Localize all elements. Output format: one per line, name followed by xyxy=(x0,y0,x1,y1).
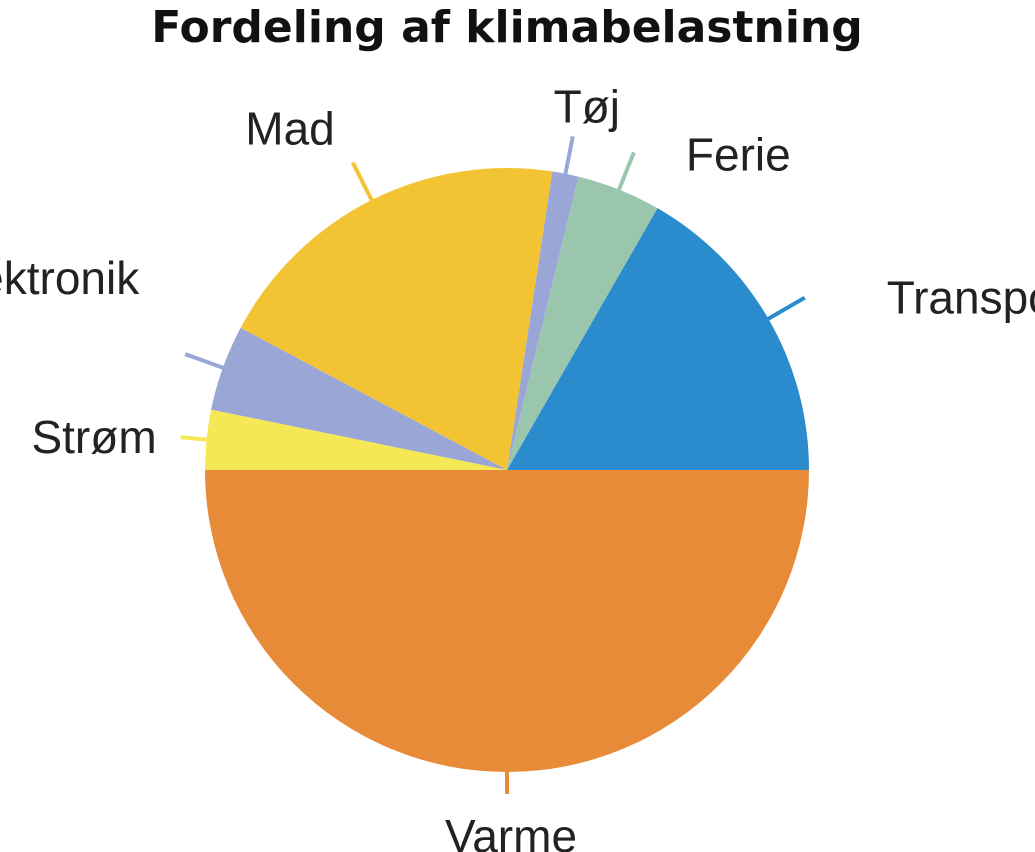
pie-slice-elektronik xyxy=(211,327,507,470)
slice-label-varme: Varme xyxy=(445,810,577,852)
leader-lines xyxy=(180,136,806,794)
leader-line-tøj xyxy=(563,136,575,177)
slice-label-mad: Mad xyxy=(245,103,334,155)
slice-label-ferie: Ferie xyxy=(686,128,791,180)
slice-label-elektronik: Elektronik xyxy=(0,252,140,304)
leader-line-elektronik xyxy=(184,352,226,371)
leader-line-mad xyxy=(350,161,375,203)
pie-slice-transport xyxy=(507,208,809,470)
pie-slice-varme xyxy=(205,470,809,772)
leader-line-transport xyxy=(765,295,806,322)
pie-slice-tøj xyxy=(507,171,579,470)
leader-line-strøm xyxy=(180,435,209,442)
slice-label-transport: Transport xyxy=(887,272,1035,324)
slice-label-strøm: Strøm xyxy=(31,411,156,463)
pie-slice-mad xyxy=(240,168,553,470)
pie-slices xyxy=(205,168,809,772)
pie-slice-strøm xyxy=(205,409,507,470)
leader-line-ferie xyxy=(616,151,636,193)
slice-labels: Transport Ferie Tøj Mad Elektronik Strøm Varme xyxy=(0,80,1035,852)
pie-slice-ferie xyxy=(507,176,658,471)
chart-title: Fordeling af klimabelastning xyxy=(151,2,863,53)
slice-label-tøj: Tøj xyxy=(554,80,620,132)
